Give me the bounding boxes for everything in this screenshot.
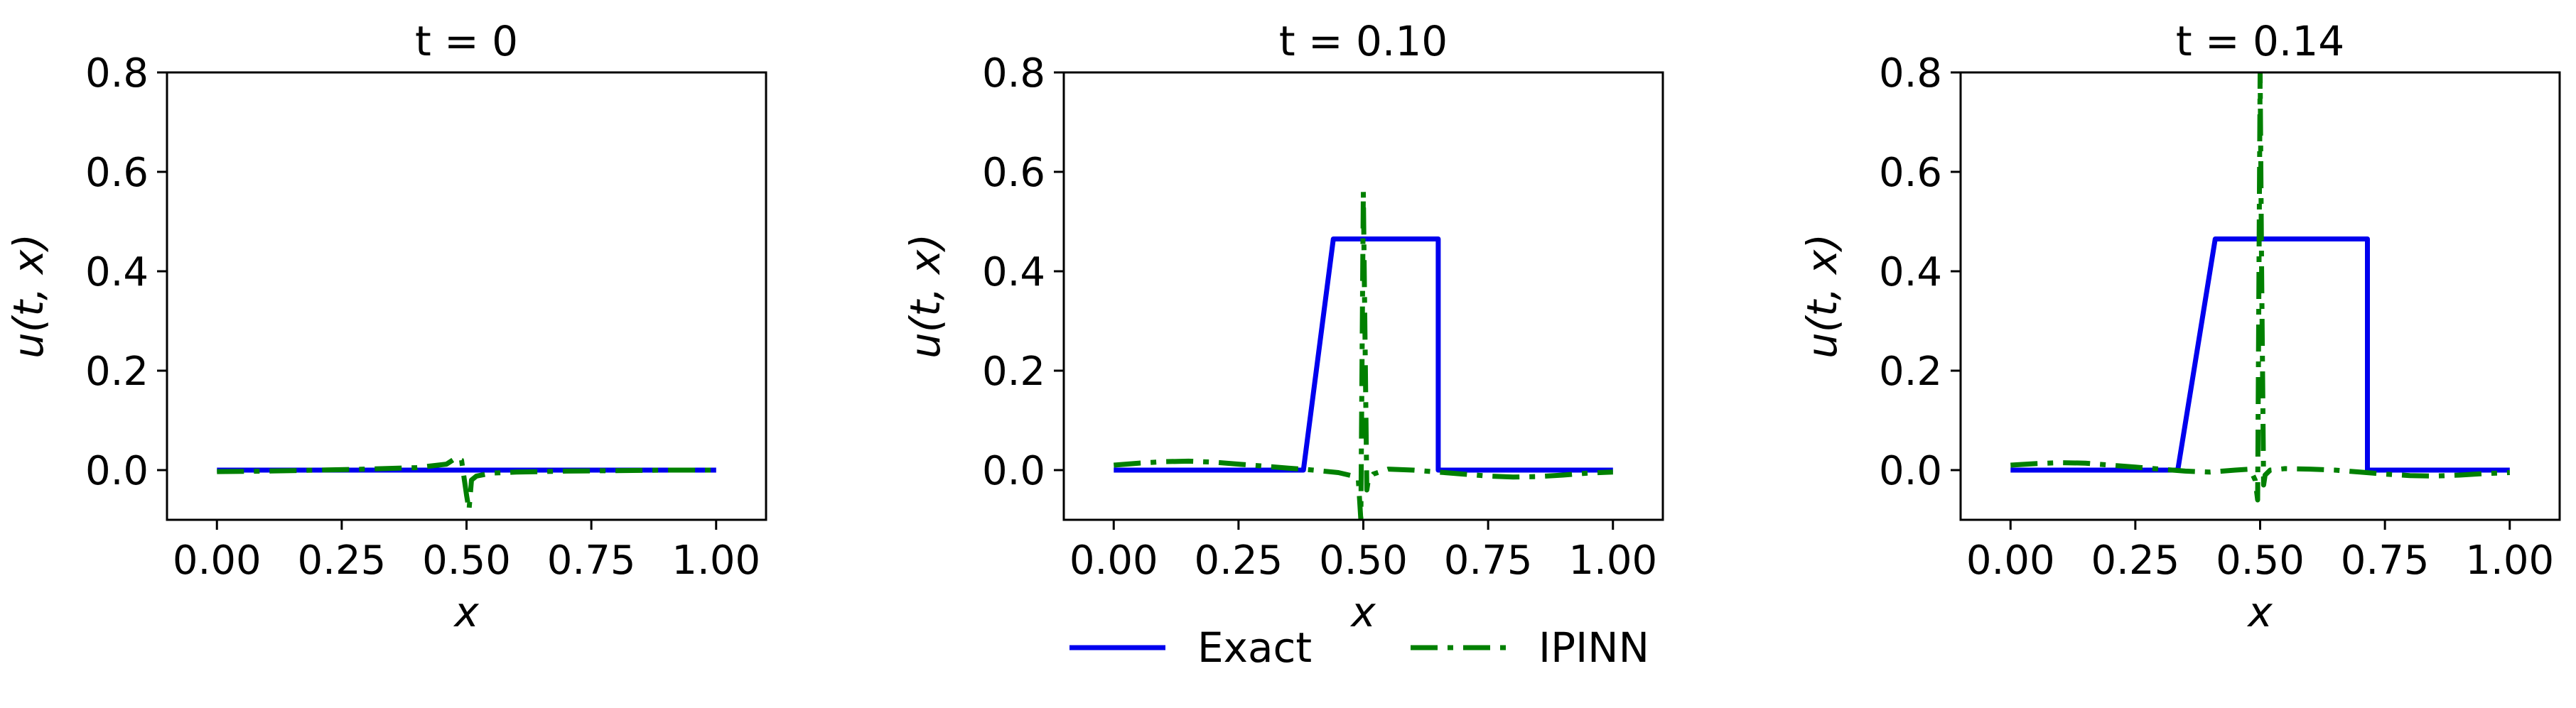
y-tick-label: 0.8 xyxy=(85,50,149,97)
x-tick-label: 0.25 xyxy=(1195,538,1283,584)
x-tick-label: 0.00 xyxy=(1069,538,1158,584)
y-tick-label: 0.8 xyxy=(982,50,1045,97)
y-tick-label: 0.4 xyxy=(982,249,1045,295)
y-tick-label: 0.0 xyxy=(1879,448,1942,494)
x-tick-label: 0.75 xyxy=(547,538,636,584)
legend: Exact IPINN xyxy=(1069,623,1649,672)
x-tick-label: 0.00 xyxy=(1966,538,2055,584)
y-axis-title: u(t, x) xyxy=(4,234,53,359)
x-axis-title: x xyxy=(1349,588,1376,636)
panel-title: t = 0.10 xyxy=(1279,17,1448,65)
y-tick-label: 0.2 xyxy=(1879,349,1942,395)
series-line-ipinn xyxy=(217,455,716,513)
panel-3: 0.00 0.25 0.50 0.75 1.00 0.0 0.2 0.4 0.6 0.8 x u(t,… xyxy=(1798,17,2561,636)
panel-title: t = 0 xyxy=(415,17,518,65)
y-tick-label: 0.0 xyxy=(982,448,1045,494)
y-tick-label: 0.6 xyxy=(1879,150,1942,196)
x-axis-title: x xyxy=(453,588,479,636)
panel-title: t = 0.14 xyxy=(2176,17,2344,65)
x-tick-label: 0.50 xyxy=(1319,538,1408,584)
x-tick-label: 0.50 xyxy=(2216,538,2305,584)
y-tick-label: 0.6 xyxy=(982,150,1045,196)
x-tick-label: 0.00 xyxy=(173,538,262,584)
x-tick-label: 1.00 xyxy=(1568,538,1657,584)
panel-1: 0.00 0.25 0.50 0.75 1.00 0.0 0.2 0.4 0.6 0.8 x u(t,… xyxy=(4,17,767,636)
x-axis-title: x xyxy=(2246,588,2273,636)
panel-2: 0.00 0.25 0.50 0.75 1.00 0.0 0.2 0.4 0.6 0.8 x u(t,… xyxy=(901,17,1664,636)
y-tick-label: 0.0 xyxy=(85,448,149,494)
x-tick-label: 0.25 xyxy=(298,538,387,584)
x-tick-label: 0.75 xyxy=(2341,538,2430,584)
series-line-ipinn xyxy=(2010,72,2510,503)
series-line-exact xyxy=(2010,236,2510,473)
y-tick-label: 0.4 xyxy=(85,249,149,295)
y-tick-label: 0.4 xyxy=(1879,249,1942,295)
y-tick-label: 0.8 xyxy=(1879,50,1942,97)
y-tick-label: 0.2 xyxy=(85,349,149,395)
x-tick-label: 0.75 xyxy=(1444,538,1533,584)
y-tick-label: 0.6 xyxy=(85,150,149,196)
y-axis-title: u(t, x) xyxy=(1798,234,1846,359)
x-tick-label: 1.00 xyxy=(2465,538,2554,584)
plot-frame xyxy=(166,71,767,521)
x-tick-label: 0.50 xyxy=(422,538,511,584)
x-tick-label: 1.00 xyxy=(672,538,760,584)
series-line-exact xyxy=(1114,236,1613,473)
y-tick-label: 0.2 xyxy=(982,349,1045,395)
series-line-ipinn xyxy=(1114,189,1613,520)
x-tick-label: 0.25 xyxy=(2091,538,2180,584)
y-axis-title: u(t, x) xyxy=(901,234,949,359)
legend-label-ipinn: IPINN xyxy=(1538,623,1649,672)
legend-label-exact: Exact xyxy=(1197,623,1312,672)
